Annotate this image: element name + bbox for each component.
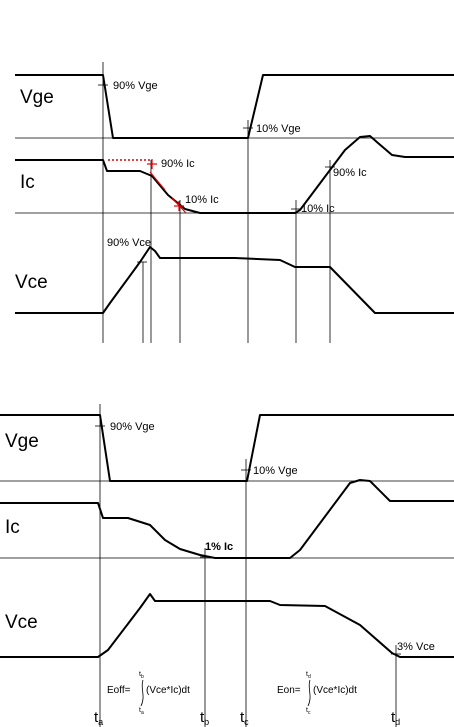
top-vce-waveform	[15, 246, 454, 314]
eon-integral-sign	[307, 679, 311, 707]
top-anno-vge90: 90% Vge	[113, 80, 158, 92]
bottom-anno-vce3: 3% Vce	[397, 641, 435, 653]
bottom-label-vce: Vce	[5, 612, 38, 633]
time-label-tc: tc	[240, 709, 249, 727]
eon-formula: Eon= td tc (Vce*Ic)dt	[277, 671, 357, 716]
bottom-label-vge: Vge	[5, 431, 39, 452]
top-anno-ic10-on: 10% Ic	[301, 203, 335, 215]
time-label-tb: tb	[200, 709, 209, 727]
bottom-anno-ic1: 1% Ic	[205, 541, 233, 553]
top-label-vce: Vce	[15, 272, 48, 293]
eon-prefix: Eon=	[277, 685, 301, 696]
eoff-prefix: Eoff=	[107, 685, 131, 696]
bottom-vge-waveform	[0, 414, 454, 482]
top-anno-ic90-off: 90% Ic	[161, 158, 195, 170]
time-label-ta: ta	[94, 709, 103, 727]
bottom-ic-waveform	[0, 479, 454, 559]
eon-upper-limit: td	[306, 671, 311, 680]
bottom-diagram: Vge Ic Vce 90% Vge 10% Vge 1% Ic 3% Vce …	[0, 404, 454, 727]
eoff-formula: Eoff= tb ta (Vce*Ic)dt	[107, 671, 190, 716]
bottom-anno-vge10: 10% Vge	[253, 465, 298, 477]
top-label-vge: Vge	[20, 87, 54, 108]
eoff-upper-limit: tb	[139, 671, 144, 680]
top-red-slope	[149, 171, 166, 191]
top-anno-vce90: 90% Vce	[107, 237, 151, 249]
top-label-ic: Ic	[20, 172, 35, 193]
eon-lower-limit: tc	[306, 707, 311, 716]
top-anno-ic10-off: 10% Ic	[185, 194, 219, 206]
top-anno-vge10: 10% Vge	[256, 123, 301, 135]
top-diagram: Vge Ic Vce 90% Vge 10% Vge 9	[15, 62, 454, 343]
bottom-label-ic: Ic	[5, 517, 20, 538]
time-label-td: td	[391, 709, 400, 727]
top-vge-waveform	[15, 74, 454, 139]
eoff-lower-limit: ta	[139, 707, 144, 716]
bottom-vce-waveform	[0, 593, 454, 658]
bottom-anno-vge90: 90% Vge	[110, 421, 155, 433]
top-red-slope-2	[171, 197, 187, 214]
eoff-integrand: (Vce*Ic)dt	[146, 685, 190, 696]
top-ic-waveform	[15, 135, 454, 214]
eon-integrand: (Vce*Ic)dt	[313, 685, 357, 696]
top-anno-ic90-on: 90% Ic	[333, 167, 367, 179]
eoff-integral-sign	[140, 679, 144, 707]
